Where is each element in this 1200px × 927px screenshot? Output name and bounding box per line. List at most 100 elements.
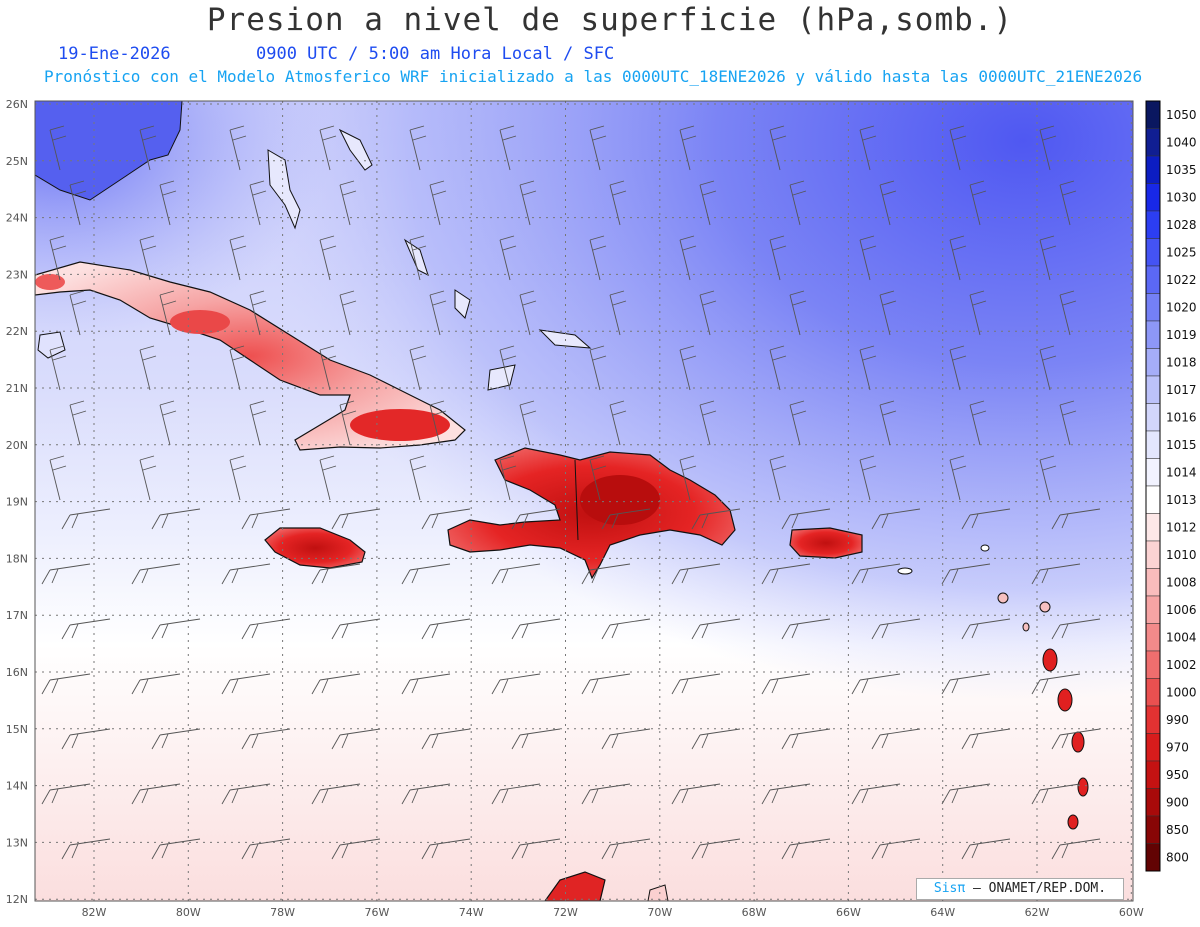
map-title: Presion a nivel de superficie (hPa,somb.…	[206, 2, 1014, 38]
wind-barb	[491, 563, 541, 585]
colorbar-label: 850	[1166, 823, 1189, 837]
colorbar-label: 1012	[1166, 520, 1197, 534]
lon-label: 72W	[553, 906, 578, 919]
lon-label: 70W	[647, 906, 672, 919]
wind-barb	[1031, 783, 1081, 805]
wind-barb	[49, 345, 67, 391]
wind-barb	[589, 235, 607, 281]
colorbar-swatch	[1145, 183, 1161, 212]
colorbar-swatch	[1145, 155, 1161, 184]
colorbar-label: 950	[1166, 768, 1189, 782]
wind-barb	[49, 235, 67, 281]
colorbar-label: 1030	[1166, 190, 1197, 204]
colorbar-swatch	[1145, 430, 1161, 459]
longitude-labels: 82W 80W 78W 76W 74W 72W 70W 68W 66W 64W 62W 60W	[82, 906, 1144, 919]
wind-barb	[491, 783, 541, 805]
colorbar-swatch	[1145, 788, 1161, 817]
puerto-rico-land	[789, 527, 863, 559]
colorbar-label: 1000	[1166, 685, 1197, 699]
colorbar-swatch	[1145, 623, 1161, 652]
wind-barb	[949, 455, 967, 501]
wind-barb	[859, 455, 877, 501]
colorbar: 1050 1040 1035 1030 1028 1025 1022 1020 1019 1018…	[1145, 100, 1197, 872]
lat-label: 25N	[6, 155, 28, 168]
wind-barb	[241, 618, 291, 640]
wind-barb	[1051, 838, 1101, 860]
wind-barb	[499, 235, 517, 281]
wind-barb	[421, 508, 471, 530]
wind-barb	[879, 180, 897, 226]
south-america-land	[544, 871, 606, 901]
wind-barb	[699, 290, 717, 336]
wind-barb	[151, 728, 201, 750]
wind-barb	[429, 290, 447, 336]
wind-barb	[41, 673, 91, 695]
wind-barb	[961, 838, 1011, 860]
wind-barb	[311, 783, 361, 805]
model-subtitle: Pronóstico con el Modelo Atmosferico WRF…	[44, 67, 1143, 86]
wind-barb	[969, 400, 987, 446]
wind-barb	[221, 563, 271, 585]
colorbar-swatch	[1145, 100, 1161, 129]
wind-barb	[769, 345, 787, 391]
wind-barb	[319, 455, 337, 501]
colorbar-label: 1028	[1166, 218, 1197, 232]
wind-barb	[609, 400, 627, 446]
wind-barb	[421, 728, 471, 750]
wind-barb	[311, 673, 361, 695]
colorbar-swatch	[1145, 375, 1161, 404]
wind-barb	[49, 455, 67, 501]
colorbar-label: 1040	[1166, 135, 1197, 149]
wind-barb	[319, 235, 337, 281]
wind-barb	[429, 400, 447, 446]
colorbar-label: 900	[1166, 795, 1189, 809]
colorbar-swatch	[1145, 678, 1161, 707]
credit-box: Sisπ – ONAMET/REP.DOM.	[916, 878, 1124, 900]
wind-barb	[769, 125, 787, 171]
lat-label: 23N	[6, 268, 28, 281]
wind-barb	[409, 345, 427, 391]
colorbar-label: 1002	[1166, 658, 1197, 672]
colorbar-label: 1050	[1166, 108, 1197, 122]
wind-barb	[69, 180, 87, 226]
colorbar-swatch	[1145, 733, 1161, 762]
wind-barb	[1051, 728, 1101, 750]
wind-barb	[139, 235, 157, 281]
wind-barb	[1059, 400, 1077, 446]
colorbar-swatch	[1145, 128, 1161, 157]
colorbar-swatch	[1145, 403, 1161, 432]
wind-barb	[1031, 673, 1081, 695]
plot-frame	[34, 100, 1134, 902]
wind-barb	[319, 345, 337, 391]
lon-label: 64W	[930, 906, 955, 919]
haiti-dr-border	[574, 459, 579, 541]
wind-barb	[401, 673, 451, 695]
wind-barb	[61, 508, 111, 530]
wind-barb	[1059, 290, 1077, 336]
wind-barb	[581, 673, 631, 695]
colorbar-label: 1020	[1166, 300, 1197, 314]
forecast-time: 0900 UTC / 5:00 am Hora Local / SFC	[256, 44, 615, 64]
wind-barb	[879, 290, 897, 336]
colorbar-swatch	[1145, 815, 1161, 844]
wind-barb	[589, 455, 607, 501]
wind-barb	[221, 783, 271, 805]
wind-barb	[691, 618, 741, 640]
colorbar-swatch	[1145, 458, 1161, 487]
wind-barb	[1051, 508, 1101, 530]
wind-barb	[581, 563, 631, 585]
lat-label: 17N	[6, 609, 28, 622]
wind-barb	[851, 563, 901, 585]
wind-barb	[331, 728, 381, 750]
wind-barb	[601, 838, 651, 860]
lon-label: 62W	[1025, 906, 1050, 919]
lon-label: 76W	[364, 906, 389, 919]
colorbar-label: 1006	[1166, 603, 1197, 617]
wind-barb	[519, 400, 537, 446]
wind-barb	[131, 673, 181, 695]
wind-barb	[671, 783, 721, 805]
latitude-labels: 26N 25N 24N 23N 22N 21N 20N 19N 18N 17N 16N 15N 14N 1…	[6, 98, 28, 906]
wind-barb	[319, 125, 337, 171]
wind-barb	[609, 180, 627, 226]
lon-label: 78W	[270, 906, 295, 919]
